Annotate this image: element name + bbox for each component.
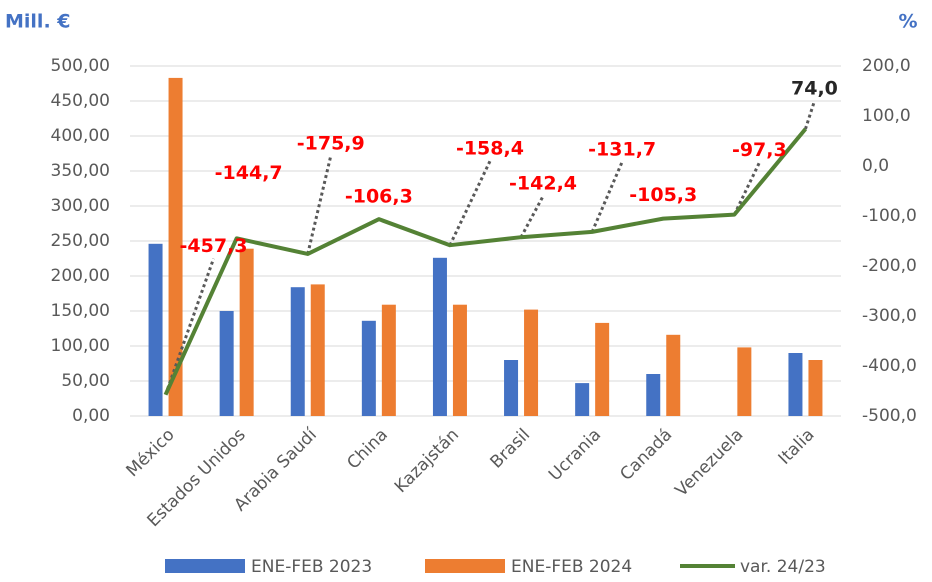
y-axis-title: Mill. € xyxy=(5,11,71,33)
data-label: -144,7 xyxy=(215,162,283,184)
leader-line xyxy=(804,100,816,130)
line xyxy=(163,127,807,396)
y2-axis-title: % xyxy=(898,11,917,33)
x-tick-label: China xyxy=(343,425,391,473)
bar xyxy=(239,248,254,416)
bar xyxy=(310,284,325,416)
legend-label: ENE-FEB 2023 xyxy=(251,557,372,577)
data-label: 74,0 xyxy=(791,78,838,100)
y-tick-label: 150,00 xyxy=(51,301,110,321)
legend-label: ENE-FEB 2024 xyxy=(511,557,632,577)
y-tick-label: 350,00 xyxy=(51,161,110,181)
y2-tick-label: -400,0 xyxy=(862,356,917,376)
y-tick-label: 300,00 xyxy=(51,196,110,216)
x-tick-label: Italia xyxy=(775,425,819,469)
bar xyxy=(290,287,305,416)
bar xyxy=(788,353,803,416)
leader-line xyxy=(732,162,761,216)
bar xyxy=(595,322,610,416)
leader-line xyxy=(590,161,624,233)
legend-label: var. 24/23 xyxy=(740,557,826,577)
x-tick-label: Canadá xyxy=(616,425,676,485)
y-tick-label: 0,00 xyxy=(72,406,110,426)
bar xyxy=(575,383,590,416)
bar xyxy=(808,360,823,416)
legend-swatch xyxy=(425,559,505,573)
y-tick-label: 50,00 xyxy=(61,371,110,391)
data-label: -131,7 xyxy=(588,138,656,160)
y-tick-label: 400,00 xyxy=(51,126,110,146)
leader-line xyxy=(448,160,492,246)
bar xyxy=(432,257,447,416)
y-tick-label: 500,00 xyxy=(51,56,110,76)
data-label: -142,4 xyxy=(509,173,577,195)
y2-tick-label: 100,0 xyxy=(862,106,911,126)
data-label: -97,3 xyxy=(732,139,787,161)
y-tick-label: 450,00 xyxy=(51,91,110,111)
x-tick-label: México xyxy=(123,425,179,481)
bar xyxy=(168,77,183,417)
bar xyxy=(219,311,234,416)
leader-line xyxy=(164,258,215,396)
bar xyxy=(381,304,396,416)
y-tick-label: 100,00 xyxy=(51,336,110,356)
y2-tick-label: -100,0 xyxy=(862,206,917,226)
y2-tick-label: -200,0 xyxy=(862,256,917,276)
data-label: -457,3 xyxy=(180,235,248,257)
bar xyxy=(148,243,163,416)
bar xyxy=(452,304,467,416)
leader-line xyxy=(306,155,333,255)
bar xyxy=(646,374,661,416)
x-tick-label: Venezuela xyxy=(672,425,748,501)
data-label: -106,3 xyxy=(345,186,413,208)
x-tick-label: Brasil xyxy=(486,425,534,473)
y2-tick-label: 0,0 xyxy=(862,156,889,176)
y-tick-label: 250,00 xyxy=(51,231,110,251)
y2-tick-label: 200,0 xyxy=(862,56,911,76)
leader-line xyxy=(519,195,545,238)
data-label: -175,9 xyxy=(297,132,365,154)
x-tick-label: Ucrania xyxy=(545,425,605,485)
legend-swatch xyxy=(165,559,245,573)
bar xyxy=(737,347,752,416)
bar xyxy=(666,334,681,416)
bar xyxy=(504,360,519,416)
y2-tick-label: -300,0 xyxy=(862,306,917,326)
bar xyxy=(361,320,376,416)
data-label: -158,4 xyxy=(456,138,524,160)
y-tick-label: 200,00 xyxy=(51,266,110,286)
y2-tick-label: -500,0 xyxy=(862,406,917,426)
data-label: -105,3 xyxy=(629,184,697,206)
x-tick-label: Kazajstán xyxy=(391,425,463,497)
bar xyxy=(524,309,539,416)
